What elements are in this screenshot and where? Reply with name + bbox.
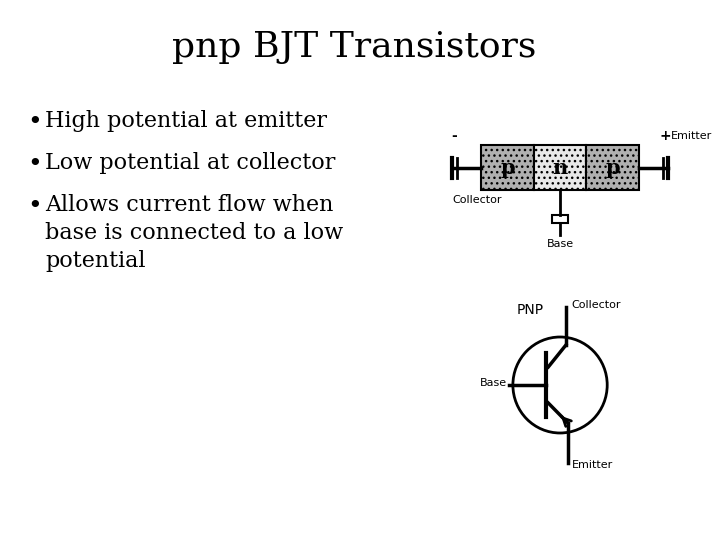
- Text: -: -: [451, 129, 456, 143]
- Bar: [482, 145, 534, 190]
- Text: +: +: [660, 129, 671, 143]
- Bar: [586, 145, 639, 190]
- Text: base is connected to a low: base is connected to a low: [45, 222, 343, 244]
- Text: High potential at emitter: High potential at emitter: [45, 110, 327, 132]
- Text: Emitter: Emitter: [572, 460, 613, 470]
- Text: Collector: Collector: [452, 195, 501, 205]
- Text: Collector: Collector: [572, 300, 621, 310]
- Text: •: •: [27, 194, 42, 218]
- Text: p: p: [605, 158, 620, 178]
- Text: Emitter: Emitter: [671, 131, 712, 141]
- Text: PNP: PNP: [517, 303, 544, 317]
- Text: Allows current flow when: Allows current flow when: [45, 194, 333, 216]
- Text: •: •: [27, 110, 42, 134]
- Text: Base: Base: [546, 239, 574, 249]
- Bar: [552, 215, 568, 223]
- Text: pnp BJT Transistors: pnp BJT Transistors: [171, 30, 536, 64]
- Text: p: p: [500, 158, 515, 178]
- Text: n: n: [552, 158, 567, 178]
- Text: •: •: [27, 152, 42, 176]
- Text: potential: potential: [45, 250, 145, 272]
- Text: Low potential at collector: Low potential at collector: [45, 152, 336, 174]
- Bar: [534, 145, 586, 190]
- Text: Base: Base: [480, 378, 507, 388]
